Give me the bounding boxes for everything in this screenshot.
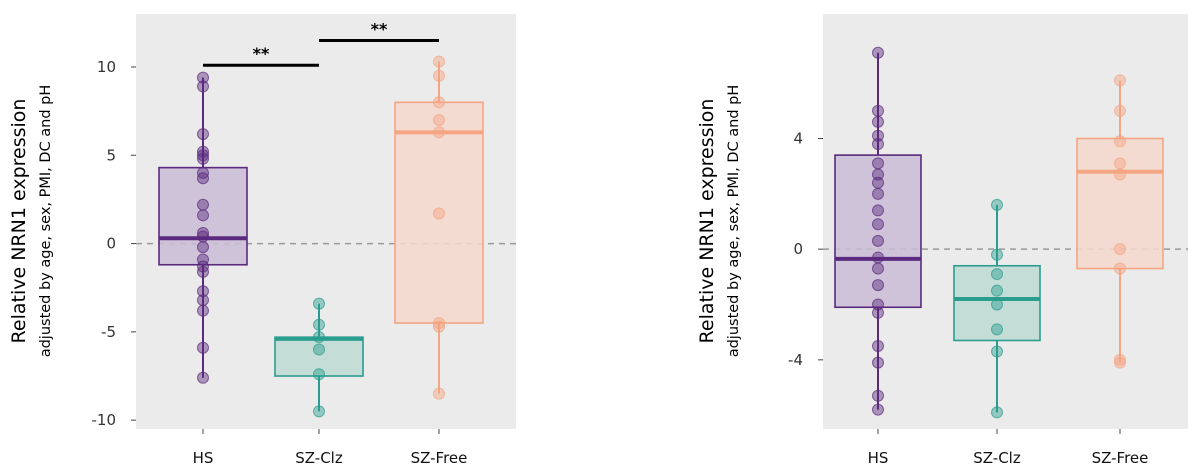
significance-label: ** bbox=[371, 19, 388, 38]
y-tick-label: -4 bbox=[788, 351, 803, 369]
x-category-label: SZ-Free bbox=[1092, 449, 1149, 465]
data-point bbox=[197, 341, 209, 354]
x-category-label: HS bbox=[193, 449, 214, 465]
y-tick-label: -5 bbox=[101, 323, 116, 341]
data-point bbox=[872, 279, 884, 292]
x-category-label: SZ-Free bbox=[411, 449, 468, 465]
data-point bbox=[991, 345, 1003, 358]
data-point bbox=[872, 262, 884, 275]
significance-label: ** bbox=[253, 44, 270, 63]
data-point bbox=[197, 265, 209, 278]
x-category-label: SZ-Clz bbox=[973, 449, 1021, 465]
box-sz-free bbox=[1076, 137, 1164, 270]
data-point bbox=[991, 284, 1003, 297]
data-point bbox=[991, 406, 1003, 419]
data-point bbox=[433, 96, 445, 109]
data-point bbox=[197, 304, 209, 317]
data-point bbox=[1114, 356, 1126, 369]
data-point bbox=[872, 187, 884, 200]
data-point bbox=[991, 268, 1003, 281]
data-point bbox=[433, 387, 445, 400]
data-point bbox=[433, 126, 445, 139]
data-point bbox=[991, 248, 1003, 261]
data-point bbox=[1114, 74, 1126, 87]
x-category-label: SZ-Clz bbox=[295, 449, 343, 465]
data-point bbox=[197, 241, 209, 254]
data-point bbox=[872, 176, 884, 189]
data-point bbox=[1114, 168, 1126, 181]
data-point bbox=[197, 149, 209, 162]
data-point bbox=[313, 331, 325, 344]
data-point bbox=[197, 285, 209, 298]
data-point bbox=[433, 55, 445, 68]
data-point bbox=[1114, 104, 1126, 117]
data-point bbox=[991, 298, 1003, 311]
data-point bbox=[872, 168, 884, 181]
y-tick-label: -10 bbox=[92, 411, 117, 429]
data-point bbox=[1114, 135, 1126, 148]
data-point bbox=[872, 218, 884, 231]
data-point bbox=[313, 405, 325, 418]
x-category-label: HS bbox=[868, 449, 889, 465]
data-point bbox=[433, 207, 445, 220]
data-point bbox=[433, 113, 445, 126]
data-point bbox=[313, 343, 325, 356]
data-point bbox=[433, 317, 445, 330]
data-point bbox=[872, 104, 884, 117]
data-point bbox=[872, 356, 884, 369]
y-tick-label: 4 bbox=[793, 130, 803, 148]
data-point bbox=[197, 294, 209, 307]
y-axis-subtitle: adjusted by age, sex, PMI, DC and pH bbox=[726, 85, 742, 358]
y-axis-title: Relative NRN1 expression bbox=[696, 99, 718, 344]
data-point bbox=[197, 128, 209, 141]
data-point bbox=[872, 46, 884, 59]
y-tick-label: 10 bbox=[97, 58, 116, 76]
data-point bbox=[197, 152, 209, 165]
data-point bbox=[197, 172, 209, 185]
data-point bbox=[872, 129, 884, 142]
y-tick-label: 0 bbox=[106, 235, 116, 253]
data-point bbox=[197, 71, 209, 84]
data-point bbox=[872, 234, 884, 247]
data-point bbox=[313, 318, 325, 331]
data-point bbox=[991, 323, 1003, 336]
data-point bbox=[197, 209, 209, 222]
data-point bbox=[1114, 353, 1126, 366]
chart-panel-left: 10 5 0 -5 -10 HS SZ-Clz SZ-Free ** ** Relative NRN… bbox=[8, 14, 516, 465]
y-tick-label: 5 bbox=[106, 146, 116, 164]
y-axis-title: Relative NRN1 expression bbox=[8, 99, 30, 344]
data-point bbox=[872, 138, 884, 151]
data-point bbox=[313, 297, 325, 310]
data-point bbox=[197, 371, 209, 384]
data-point bbox=[872, 306, 884, 319]
chart-panel-right: 4 0 -4 HS SZ-Clz SZ-Free Relative NRN1 express… bbox=[696, 14, 1188, 465]
data-point bbox=[872, 389, 884, 402]
data-point bbox=[197, 198, 209, 211]
data-point bbox=[872, 157, 884, 170]
data-point bbox=[872, 115, 884, 128]
data-point bbox=[197, 226, 209, 239]
data-point bbox=[1114, 262, 1126, 275]
data-point bbox=[872, 298, 884, 311]
data-point bbox=[1114, 243, 1126, 256]
data-point bbox=[1114, 157, 1126, 170]
data-point bbox=[197, 230, 209, 243]
y-tick-label: 0 bbox=[793, 240, 803, 258]
data-point bbox=[872, 204, 884, 217]
data-point bbox=[872, 403, 884, 416]
data-point bbox=[872, 251, 884, 264]
data-point bbox=[872, 340, 884, 352]
box-sz-clz bbox=[953, 264, 1041, 342]
box-sz-free bbox=[394, 101, 484, 324]
data-point bbox=[197, 80, 209, 93]
data-point bbox=[991, 198, 1003, 211]
y-axis-subtitle: adjusted by age, sex, PMI, DC and pH bbox=[38, 85, 54, 358]
data-point bbox=[313, 368, 325, 381]
data-point bbox=[433, 320, 445, 333]
data-point bbox=[433, 69, 445, 82]
